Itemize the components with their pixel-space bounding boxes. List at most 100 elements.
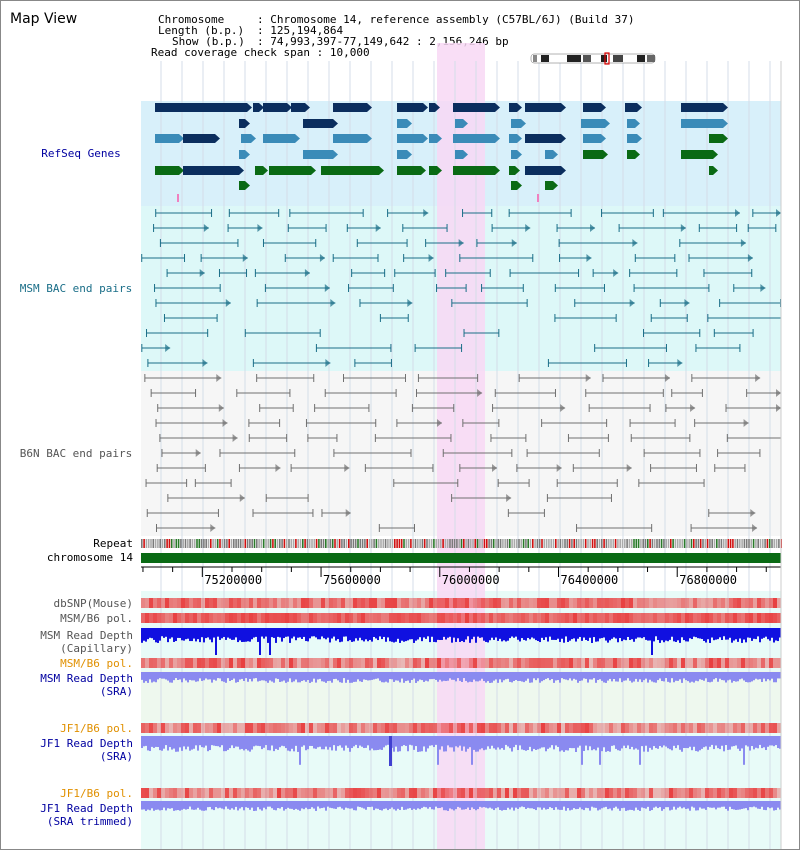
msm-depth-sra-bar [243,672,245,681]
jf1-b6-pol-2-label: JF1/B6 pol. [60,787,133,800]
dbsnp-heat [293,598,297,608]
msm-depth-cap-bar [711,628,713,638]
jf1-depth-bar [307,736,309,750]
jf1-trim-bar [717,801,719,808]
gene-strand-arrow [517,150,522,159]
repeat-mark [331,539,334,548]
repeat-label: Repeat [93,537,133,550]
dbsnp-heat [365,598,369,608]
jf1-trim-bar [465,801,467,810]
repeat-mark [228,539,230,548]
jf1-depth-bar [299,736,301,765]
repeat-mark [651,539,654,548]
repeat-mark [435,539,437,548]
dbsnp-heat [245,598,249,608]
jf1-depth-bar [581,736,583,765]
msm-b6-pol-heat [733,613,737,623]
jf1-b6-pol-heat [573,723,577,733]
gene-strand-arrow [517,181,522,190]
msm-depth-cap-bar [543,628,545,640]
repeat-mark [729,539,732,548]
jf1-trim-bar [289,801,291,809]
msm-depth-sra-bar [587,672,589,683]
jf1-trim-bar [693,801,695,808]
dbsnp-heat [501,598,505,608]
gene-exon [581,119,605,128]
repeat-mark [311,539,313,548]
jf1-trim-bar [383,801,385,809]
repeat-mark [752,539,755,548]
jf1-depth-bar [585,736,587,746]
jf1-b6-pol-2-heat [469,788,473,798]
jf1-depth-bar [535,736,537,750]
jf1-b6-pol-2-heat [405,788,409,798]
gene-strand-arrow [517,134,522,143]
jf1-b6-pol-heat [569,723,573,733]
msm-depth-sra-bar [237,672,239,683]
jf1-b6-pol-2-heat [381,788,385,798]
jf1-depth-bar [573,736,575,749]
msm-depth-sra-bar [473,672,475,680]
msm-depth-sra-bar [771,672,773,679]
jf1-trim-bar [261,801,263,811]
msm-b6-pol-sra-heat [369,658,373,668]
jf1-trim-bar [657,801,659,809]
msm-depth-sra-bar [253,672,255,679]
msm-depth-cap-bar [239,628,241,641]
msm-depth-cap-bar [379,628,381,637]
msm-b6-pol-sra-heat [329,658,333,668]
msm-b6-pol-heat [613,613,617,623]
repeat-mark [299,539,302,548]
jf1-b6-pol-heat [281,723,285,733]
gene-exon [453,103,495,112]
repeat-mark [644,539,647,548]
repeat-mark [605,539,608,548]
jf1-trim-bar [701,801,703,809]
jf1-depth-bar [267,736,269,751]
jf1-b6-pol-heat [181,723,185,733]
jf1-trim-bar [495,801,497,809]
jf1-trim-bar [397,801,399,809]
msm-depth-cap-bar [687,628,689,642]
msm-b6-pol-heat [345,613,349,623]
msm-b6-pol-heat [233,613,237,623]
msm-depth-sra-bar [581,672,583,681]
jf1-depth-bar [501,736,503,749]
jf1-depth-bar [697,736,699,752]
msm-depth-sra-bar [315,672,317,683]
jf1-depth-bar [611,736,613,746]
jf1-b6-pol-2-heat [573,788,577,798]
msm-bac-end-arrow [677,359,683,367]
msm-b6-pol-heat [609,613,613,623]
jf1-depth-bar [533,736,535,749]
msm-b6-pol-heat [741,613,745,623]
repeat-mark [380,539,382,548]
repeat-mark [709,539,711,548]
dbsnp-heat [297,598,301,608]
dbsnp-heat [493,598,497,608]
msm-depth-cap-bar [385,628,387,642]
msm-depth-sra-bar [509,672,511,682]
jf1-b6-pol-heat [297,723,301,733]
jf1-depth-bar [561,736,563,751]
msm-depth-sra-bar [221,672,223,682]
msm-depth-sra-bar [735,672,737,682]
repeat-mark [302,539,304,548]
msm-depth-sra-bar [445,672,447,682]
jf1-depth-bar [589,736,591,747]
repeat-mark [371,539,373,548]
msm-depth-sra-bar [673,672,675,683]
jf1-trim-bar [547,801,549,810]
msm-depth-cap-bar [483,628,485,641]
jf1-depth-bar [669,736,671,750]
repeat-mark [193,539,196,548]
jf1-b6-pol-2-heat [609,788,613,798]
msm-depth-cap-bar [501,628,503,642]
jf1-b6-pol-heat [313,723,317,733]
msm-depth-cap-bar [413,628,415,643]
msm-depth-sra-bar [777,672,779,679]
jf1-b6-pol-2-heat [769,788,773,798]
jf1-depth-bar [335,736,337,751]
dbsnp-heat [305,598,309,608]
